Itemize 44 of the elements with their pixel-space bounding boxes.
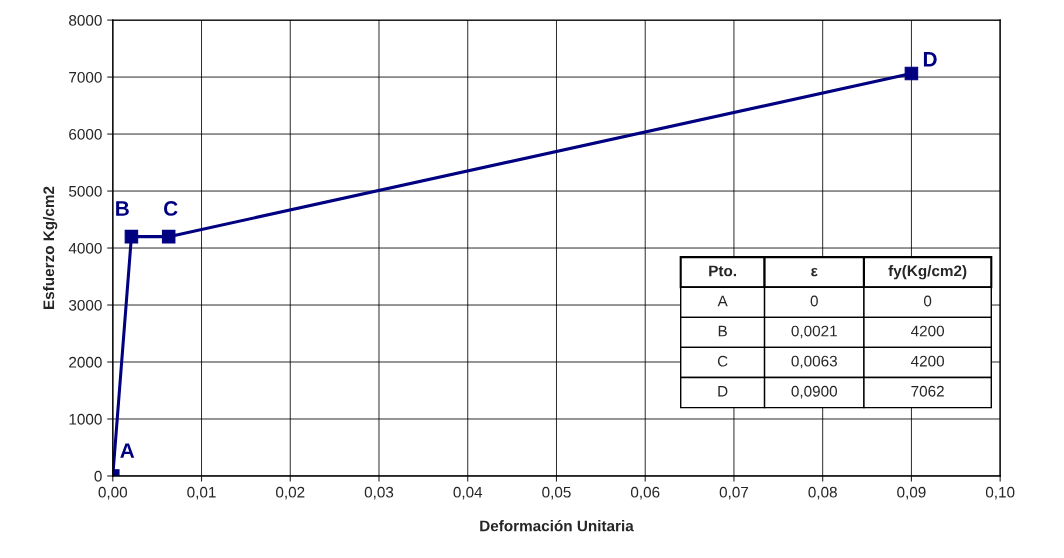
x-tick-label: 0,09 — [897, 486, 926, 500]
annotation: 7062 — [911, 385, 944, 397]
annotation: 4200 — [910, 355, 945, 367]
annotation: 0,0021 — [791, 325, 837, 339]
x-tick-label: 0,02 — [275, 486, 305, 500]
x-tick-label: 0,03 — [364, 486, 394, 500]
annotation: 4200 — [910, 325, 945, 337]
point — [124, 229, 139, 244]
annotation: Pto. — [709, 265, 737, 277]
x-tick-label: 0,07 — [719, 486, 749, 500]
annotation: C — [717, 355, 728, 367]
x-tick-label: 0,04 — [453, 486, 483, 500]
y-tick-label: 1000 — [69, 413, 102, 425]
annotation: 0 — [923, 295, 932, 307]
x-tick-label: 0,08 — [808, 486, 837, 500]
y-tick-label: 5000 — [68, 185, 102, 197]
annotation: B — [116, 201, 129, 216]
x-tick-label: 0,10 — [985, 486, 1015, 500]
y-tick-label: 4000 — [68, 242, 102, 254]
annotation: A — [120, 443, 135, 458]
annotation: 0,0900 — [791, 385, 838, 399]
annotation: A — [717, 295, 728, 307]
annotation: D — [718, 385, 728, 397]
annotation: fy(Kg/cm2) — [888, 265, 967, 280]
point — [904, 66, 919, 81]
annotation: D — [923, 52, 937, 67]
x-axis-title: Deformación Unitaria — [480, 519, 634, 532]
annotation: B — [718, 325, 727, 337]
point — [161, 229, 176, 244]
y-tick-label: 2000 — [69, 356, 102, 368]
y-tick-label: 7000 — [69, 71, 102, 83]
x-tick-label: 0,06 — [630, 486, 660, 500]
annotation: ε — [811, 267, 818, 277]
x-tick-label: 0,01 — [187, 486, 216, 500]
annotation: C — [163, 201, 178, 216]
y-axis-title: Esfuerzo Kg/cm2 — [42, 186, 58, 309]
y-tick-label: 0 — [94, 470, 102, 482]
annotation: 0,0063 — [791, 355, 837, 369]
y-tick-label: 6000 — [69, 128, 102, 140]
x-tick-label: 0,05 — [542, 486, 571, 500]
x-tick-label: 0,00 — [98, 486, 128, 500]
y-tick-label: 8000 — [69, 14, 102, 26]
annotation: 0 — [810, 295, 818, 307]
y-tick-label: 3000 — [68, 299, 102, 311]
